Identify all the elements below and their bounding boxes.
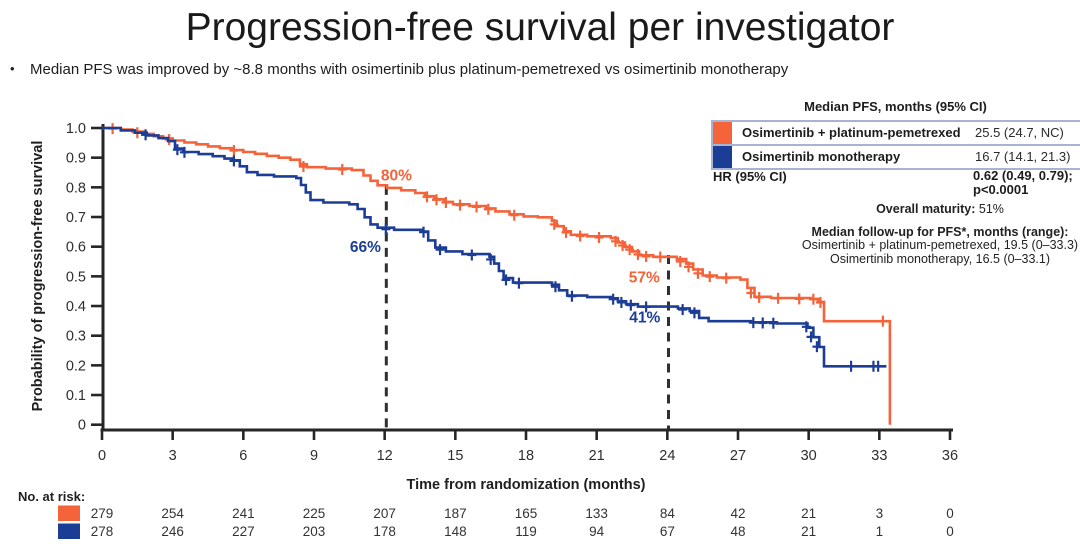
axis-ticks [91,126,952,440]
y-axis-title: Probability of progression-free survival [30,141,46,412]
at-risk-count: 119 [515,524,537,539]
at-risk-swatch-blue [58,523,80,539]
at-risk-count: 21 [801,524,816,539]
maturity-label: Overall maturity: [876,202,976,216]
at-risk-row: 279 254 241 225 207 187 165 133 84 42 21 3 0 [91,506,954,521]
svg-text:15: 15 [447,448,463,464]
at-risk-count: 207 [373,506,396,521]
at-risk-count: 48 [730,524,745,539]
svg-text:33: 33 [871,448,887,464]
series-label: Osimertinib + platinum-pemetrexed [742,125,961,140]
svg-text:30: 30 [801,448,817,464]
table-row: Osimertinib + platinum-pemetrexed 25.5 (… [713,120,1080,146]
at-risk-swatch-orange [58,505,80,521]
hr-value: 0.62 (0.49, 0.79); p<0.0001 [973,169,1073,197]
svg-text:0.7: 0.7 [66,210,86,226]
svg-text:0.9: 0.9 [66,151,86,167]
svg-text:0.2: 0.2 [66,358,86,374]
svg-text:21: 21 [589,448,605,464]
at-risk-count: 42 [730,506,745,521]
svg-text:1.0: 1.0 [66,121,86,137]
hr-value-line1: 0.62 (0.49, 0.79); [973,168,1073,183]
at-risk-count: 178 [373,524,396,539]
key-finding-bullet: • Median PFS was improved by ~8.8 months … [10,61,788,78]
at-risk-count: 279 [91,506,114,521]
at-risk-count: 1 [876,524,884,539]
orange-series-swatch [713,122,732,144]
bullet-icon: • [10,61,15,76]
at-risk-row: 278 246 227 203 178 148 119 94 67 48 21 1 0 [91,524,954,539]
at-risk-count: 203 [303,524,326,539]
at-risk-count: 94 [589,524,605,539]
series-median-value: 25.5 (24.7, NC) [975,125,1064,140]
at-risk-count: 225 [303,506,326,521]
at-risk-count: 246 [161,524,184,539]
at-risk-count: 278 [91,524,114,539]
x-axis-title: Time from randomization (months) [407,477,646,493]
median-pfs-table-rows: Osimertinib + platinum-pemetrexed 25.5 (… [711,120,1080,170]
median-pfs-table-header: Median PFS, months (95% CI) [804,99,987,114]
at-risk-count: 67 [660,524,675,539]
page-title: Progression-free survival per investigat… [185,6,895,49]
x-tick-labels: 0 3 6 9 12 15 18 21 24 27 30 33 36 [98,448,958,464]
svg-text:12: 12 [377,448,393,464]
km-curve-orange [102,126,892,425]
svg-text:0.3: 0.3 [66,329,86,345]
landmark-dashed-lines [384,185,671,429]
at-risk-count: 0 [946,506,954,521]
at-risk-count: 241 [232,506,255,521]
y-tick-labels: 0 0.1 0.2 0.3 0.4 0.5 0.6 0.7 0.8 0.9 1.0 [66,121,86,434]
annotation-57%: 57% [629,270,660,287]
blue-series-swatch [713,146,732,168]
svg-text:0.6: 0.6 [66,240,86,256]
svg-text:0.8: 0.8 [66,180,86,196]
table-row: Osimertinib monotherapy 16.7 (14.1, 21.3… [713,146,1080,170]
overall-maturity: Overall maturity: 51% [800,202,1080,217]
at-risk-label: No. at risk: [18,489,85,504]
svg-text:0.1: 0.1 [66,388,86,404]
at-risk-count: 0 [946,524,954,539]
svg-text:0.4: 0.4 [66,299,86,315]
at-risk-count: 165 [515,506,538,521]
at-risk-count: 187 [444,506,467,521]
series-label: Osimertinib monotherapy [742,149,901,164]
at-risk-count: 148 [444,524,467,539]
followup-orange: Osimertinib + platinum-pemetrexed, 19.5 … [801,238,1079,252]
censor-marks-blue [141,129,883,372]
landmark-percentage-labels: 80% 66% 57% 41% [350,168,661,327]
censor-marks-orange [108,123,888,327]
svg-text:9: 9 [310,448,318,464]
annotation-80%: 80% [381,168,412,185]
at-risk-count: 84 [660,506,676,521]
svg-text:0: 0 [98,448,106,464]
svg-text:0.5: 0.5 [66,269,86,285]
at-risk-count: 3 [876,506,884,521]
maturity-value: 51% [975,202,1004,216]
hr-label: HR (95% CI) [713,169,787,184]
hr-pvalue: p<0.0001 [973,182,1029,197]
svg-text:27: 27 [730,448,746,464]
svg-text:0: 0 [78,418,86,434]
at-risk-count: 21 [801,506,816,521]
bullet-text: Median PFS was improved by ~8.8 months w… [30,61,789,78]
at-risk-count: 254 [161,506,184,521]
followup-header: Median follow-up for PFS*, months (range… [811,224,1069,239]
series-median-value: 16.7 (14.1, 21.3) [975,149,1071,164]
svg-text:36: 36 [942,448,958,464]
annotation-41%: 41% [629,310,660,327]
annotation-66%: 66% [350,239,381,256]
svg-text:3: 3 [169,448,177,464]
followup-blue: Osimertinib monotherapy, 16.5 (0–33.1) [829,251,1051,266]
svg-text:24: 24 [659,448,675,464]
svg-text:6: 6 [239,448,247,464]
svg-text:18: 18 [518,448,534,464]
at-risk-count: 227 [232,524,255,539]
at-risk-table: No. at risk: 279 254 241 225 207 187 165 133 84 42… [18,489,954,539]
at-risk-count: 133 [585,506,608,521]
study-stats-block: Overall maturity: 51% Median follow-up f… [800,202,1080,266]
